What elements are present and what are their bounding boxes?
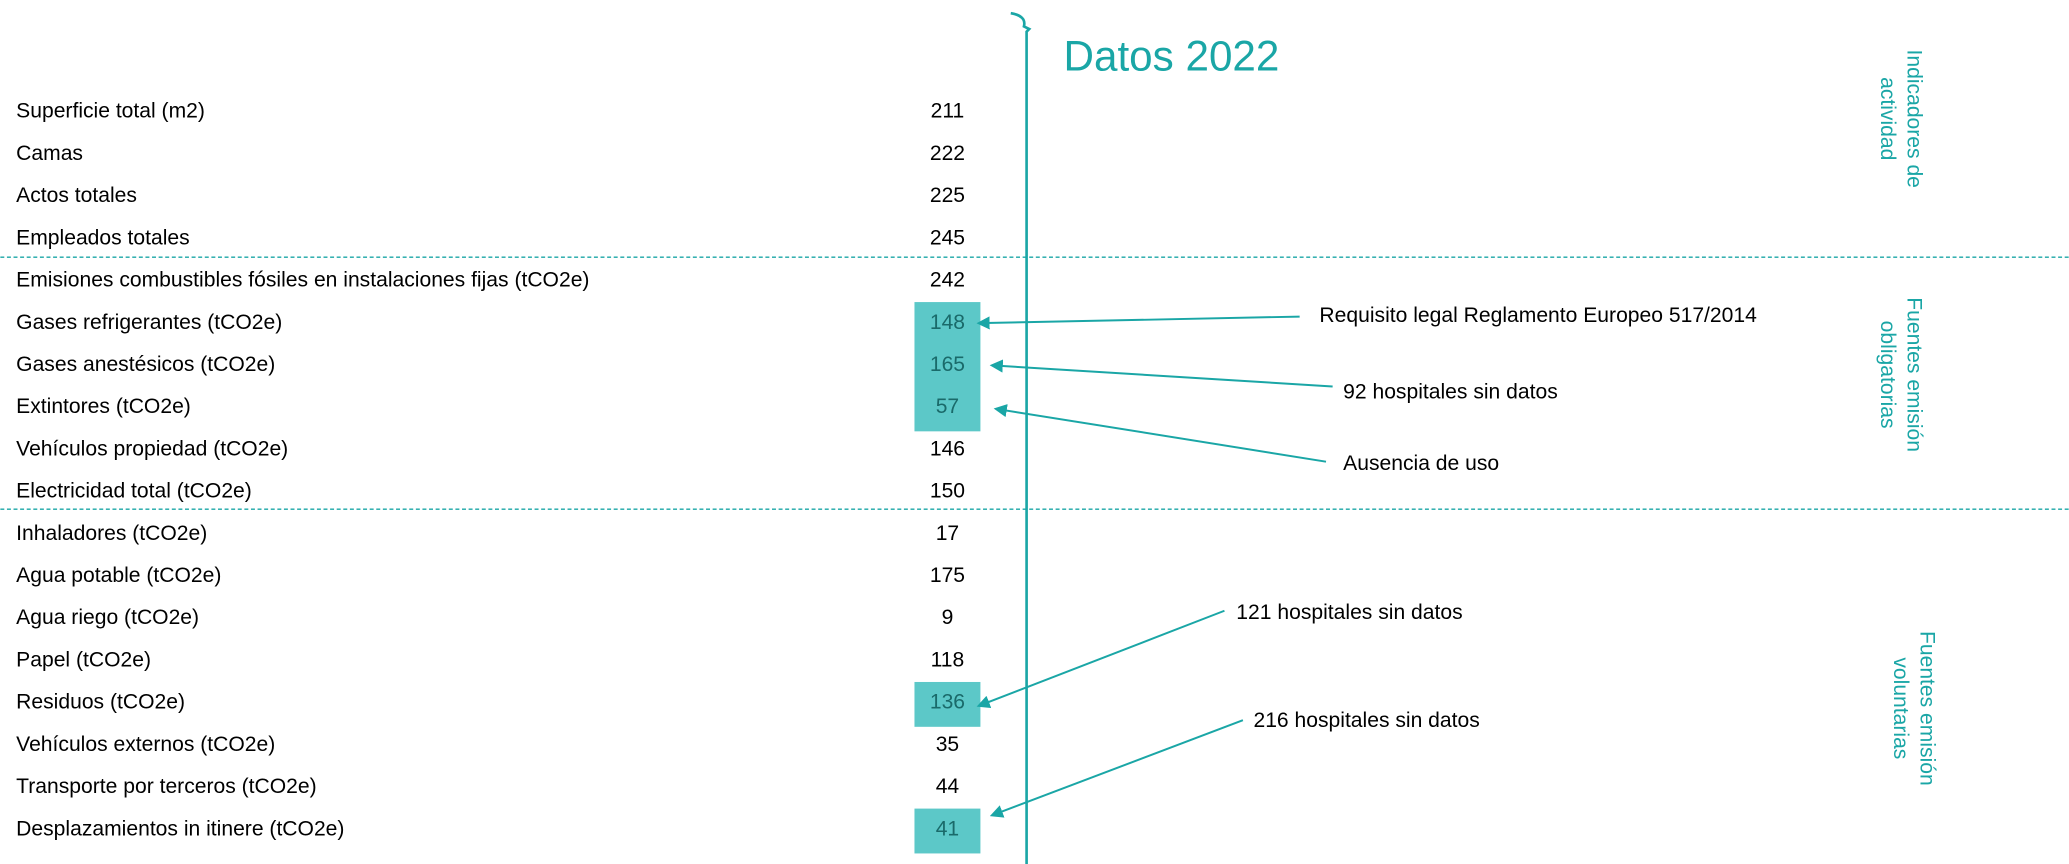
row-value: 17 — [936, 522, 959, 545]
row-label: Gases anestésicos (tCO2e) — [16, 353, 275, 376]
row-label: Gases refrigerantes (tCO2e) — [16, 311, 282, 334]
row-value: 57 — [936, 395, 959, 418]
row-label: Extintores (tCO2e) — [16, 395, 191, 418]
row-value: 242 — [930, 269, 965, 292]
row-value: 44 — [936, 775, 960, 798]
arrow — [976, 315, 1300, 330]
annotation: Ausencia de uso — [1343, 452, 1499, 475]
row-label: Vehículos propiedad (tCO2e) — [16, 437, 288, 460]
row-value: 211 — [931, 100, 965, 123]
row-label: Agua riego (tCO2e) — [16, 606, 199, 629]
row-label: Agua potable (tCO2e) — [16, 564, 221, 587]
row-label: Electricidad total (tCO2e) — [16, 480, 252, 503]
row-label: Camas — [16, 142, 83, 165]
section-label-line: voluntarias — [1889, 657, 1912, 759]
row-value: 9 — [942, 606, 954, 629]
row-label: Residuos (tCO2e) — [16, 691, 185, 714]
highlight-box — [914, 808, 981, 854]
row-label: Inhaladores (tCO2e) — [16, 522, 207, 545]
row-value: 136 — [930, 691, 965, 714]
title: Datos 2022 — [1064, 33, 1280, 80]
arrow — [993, 404, 1327, 463]
row-value: 150 — [930, 480, 965, 503]
row-value: 175 — [930, 564, 965, 587]
row-value: 165 — [930, 353, 965, 376]
row-value: 148 — [930, 311, 965, 334]
section-label-line: actividad — [1876, 77, 1899, 160]
section-label-line: Indicadores de — [1902, 50, 1925, 188]
section-label-line: Fuentes emisión — [1902, 297, 1925, 452]
row-label: Superficie total (m2) — [16, 100, 205, 123]
highlight-box — [914, 681, 981, 727]
row-label: Papel (tCO2e) — [16, 648, 151, 671]
section-label-line: Fuentes emisión — [1916, 631, 1939, 786]
row-label: Vehículos externos (tCO2e) — [16, 733, 275, 756]
arrow — [989, 359, 1333, 388]
annotation: 121 hospitales sin datos — [1236, 601, 1462, 624]
arrow — [989, 719, 1244, 818]
divider — [1010, 11, 1032, 864]
arrow — [976, 609, 1225, 709]
annotation: 216 hospitales sin datos — [1253, 709, 1479, 732]
row-value: 146 — [930, 437, 965, 460]
row-value: 222 — [930, 142, 965, 165]
annotation: Requisito legal Reglamento Europeo 517/2… — [1319, 304, 1757, 327]
highlight-box — [914, 302, 981, 432]
row-label: Transporte por terceros (tCO2e) — [16, 775, 317, 798]
row-label: Desplazamientos in itinere (tCO2e) — [16, 817, 344, 840]
annotation: 92 hospitales sin datos — [1343, 381, 1558, 404]
row-label: Actos totales — [16, 184, 137, 207]
row-value: 245 — [930, 226, 965, 249]
row-label: Empleados totales — [16, 226, 190, 249]
row-value: 225 — [930, 184, 965, 207]
row-value: 35 — [936, 733, 959, 756]
row-label: Emisiones combustibles fósiles en instal… — [16, 269, 589, 292]
row-value: 118 — [931, 648, 965, 671]
row-value: 41 — [936, 817, 959, 840]
section-label-line: obligatorias — [1876, 321, 1899, 429]
